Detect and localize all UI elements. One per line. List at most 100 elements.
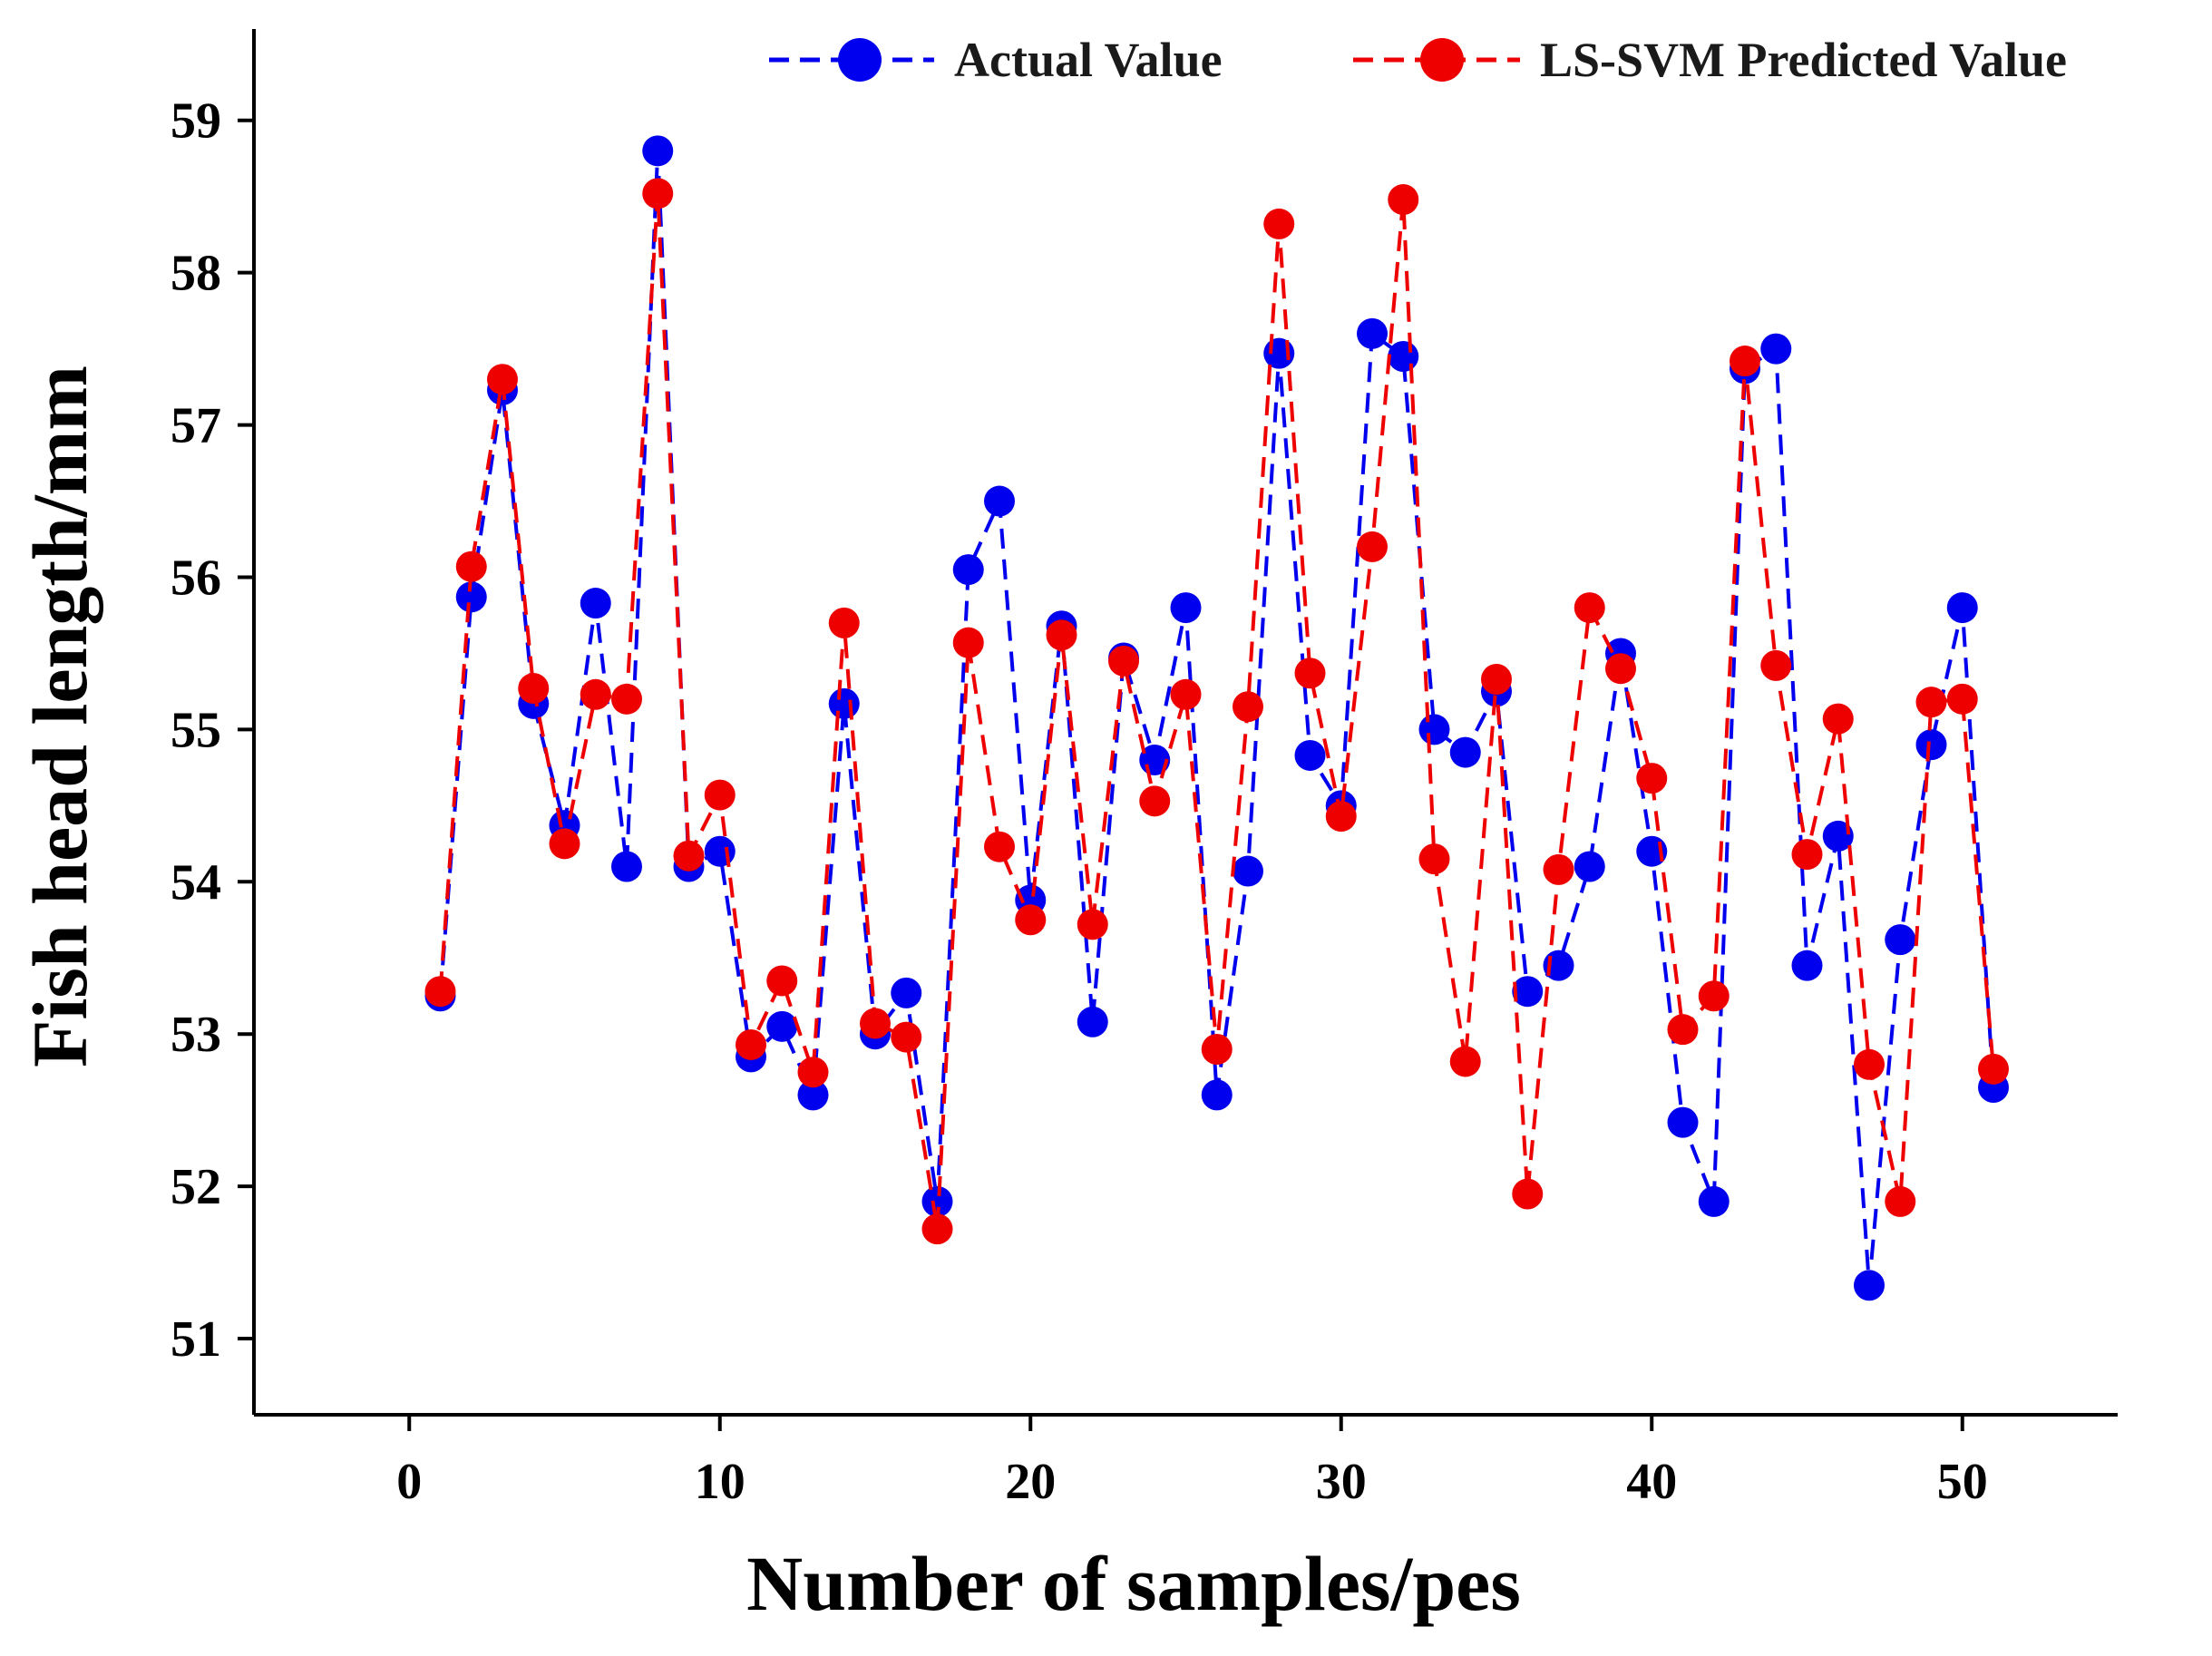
legend-marker-predicted [1420, 38, 1464, 82]
data-point-predicted [1978, 1053, 2009, 1085]
data-point-actual [1263, 337, 1295, 369]
data-point-predicted [1791, 839, 1823, 871]
y-tick-label: 57 [171, 398, 221, 454]
x-tick-label: 50 [1937, 1454, 1988, 1510]
data-point-predicted [921, 1213, 953, 1245]
x-tick-label: 10 [695, 1454, 745, 1510]
y-tick-label: 56 [171, 550, 221, 606]
data-point-predicted [1574, 592, 1605, 624]
data-point-predicted [891, 1021, 922, 1053]
y-tick-label: 54 [171, 854, 221, 911]
data-point-predicted [1636, 763, 1668, 794]
data-point-actual [797, 1079, 829, 1111]
data-point-predicted [1325, 801, 1357, 833]
data-point-actual [1698, 1185, 1730, 1217]
data-point-predicted [518, 673, 550, 705]
x-tick-label: 0 [396, 1454, 422, 1510]
data-point-actual [580, 588, 611, 619]
legend-item-predicted: LS-SVM Predicted Value [1353, 33, 2067, 87]
data-point-predicted [1201, 1034, 1233, 1066]
y-tick-label: 55 [171, 702, 221, 758]
data-point-actual [455, 581, 487, 613]
data-point-predicted [1294, 658, 1326, 689]
y-axis-ticks: 51 52 53 54 55 56 57 58 59 [171, 93, 254, 1368]
data-point-predicted [860, 1008, 891, 1039]
series-line-actual [438, 151, 1995, 1286]
legend-label-actual: Actual Value [954, 33, 1223, 87]
data-point-actual [704, 835, 736, 867]
data-point-predicted [1263, 208, 1295, 239]
data-point-predicted [1946, 683, 1978, 715]
data-point-predicted [1388, 184, 1419, 216]
data-point-actual [1418, 714, 1450, 745]
data-point-predicted [1108, 645, 1139, 677]
y-tick-label: 52 [171, 1159, 221, 1215]
data-point-predicted [736, 1028, 766, 1060]
data-point-actual [1233, 855, 1263, 887]
data-point-actual [1170, 592, 1202, 624]
data-point-actual [1854, 1270, 1885, 1301]
data-point-predicted [1418, 843, 1450, 875]
legend-marker-actual [838, 38, 882, 82]
data-point-actual [1357, 317, 1388, 349]
data-point-predicted [1667, 1014, 1699, 1046]
data-point-actual [611, 851, 642, 882]
data-point-actual [1791, 950, 1823, 981]
data-point-actual [1946, 592, 1978, 624]
data-point-predicted [1139, 785, 1171, 817]
data-point-predicted [1698, 980, 1730, 1012]
data-point-predicted [1170, 678, 1202, 710]
x-tick-label: 30 [1316, 1454, 1367, 1510]
data-point-predicted [1449, 1046, 1481, 1077]
data-point-predicted [797, 1057, 829, 1088]
data-point-predicted [424, 976, 456, 1008]
data-point-predicted [1233, 691, 1263, 723]
data-point-predicted [1512, 1178, 1544, 1210]
data-point-actual [921, 1185, 953, 1217]
data-point-actual [1449, 736, 1481, 768]
y-tick-label: 58 [171, 246, 221, 302]
data-point-predicted [642, 178, 674, 209]
data-point-actual [1760, 333, 1792, 365]
y-tick-label: 59 [171, 93, 221, 150]
data-point-predicted [704, 779, 736, 811]
data-point-predicted [1885, 1185, 1916, 1217]
x-axis-ticks: 0 10 20 30 40 50 [396, 1415, 1988, 1510]
data-point-actual [891, 977, 922, 1008]
data-point-predicted [952, 627, 984, 658]
data-point-actual [952, 554, 984, 586]
data-point-actual [1667, 1106, 1699, 1138]
data-point-predicted [828, 607, 860, 638]
data-point-actual [1294, 739, 1326, 771]
data-point-actual [766, 1010, 798, 1042]
data-point-actual [1885, 924, 1916, 956]
data-point-predicted [611, 683, 642, 715]
y-tick-label: 53 [171, 1007, 221, 1063]
data-point-predicted [766, 965, 798, 997]
y-axis-title: Fish head length/mm [16, 365, 103, 1067]
series-predicted [424, 178, 2009, 1245]
data-point-predicted [487, 364, 518, 395]
x-axis-title: Number of samples/pes [746, 1540, 1521, 1627]
data-point-actual [1915, 729, 1947, 761]
data-point-predicted [1077, 909, 1108, 940]
data-point-predicted [984, 831, 1015, 862]
data-point-actual [642, 135, 674, 167]
data-point-predicted [1046, 619, 1077, 651]
data-point-actual [1388, 341, 1419, 373]
y-tick-label: 51 [171, 1311, 221, 1368]
data-point-actual [1822, 820, 1854, 852]
data-point-predicted [1481, 663, 1512, 695]
data-point-predicted [1760, 649, 1792, 681]
x-tick-label: 20 [1005, 1454, 1056, 1510]
legend-label-predicted: LS-SVM Predicted Value [1540, 33, 2067, 87]
data-point-actual [828, 687, 860, 719]
data-point-actual [1201, 1079, 1233, 1111]
data-point-predicted [1915, 687, 1947, 718]
data-point-predicted [1854, 1048, 1885, 1080]
data-point-predicted [455, 550, 487, 582]
data-point-predicted [1357, 531, 1388, 562]
x-tick-label: 40 [1626, 1454, 1677, 1510]
legend-item-actual: Actual Value [769, 33, 1223, 87]
